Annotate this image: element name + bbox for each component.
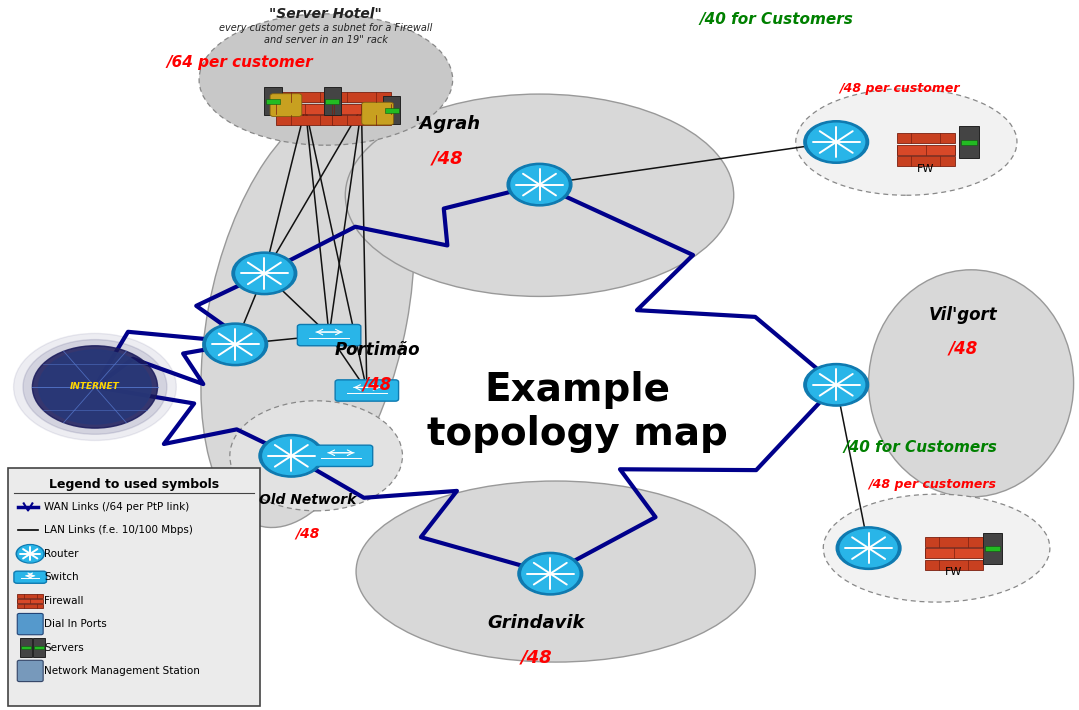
Circle shape xyxy=(18,546,42,562)
Circle shape xyxy=(16,545,44,563)
Text: /48: /48 xyxy=(432,149,464,168)
Ellipse shape xyxy=(345,94,734,297)
Bar xyxy=(17,604,43,608)
Circle shape xyxy=(518,552,583,595)
FancyBboxPatch shape xyxy=(14,571,46,584)
Bar xyxy=(897,145,955,155)
FancyBboxPatch shape xyxy=(361,102,394,125)
Circle shape xyxy=(203,323,268,366)
Bar xyxy=(276,92,334,102)
Bar xyxy=(385,108,398,113)
Circle shape xyxy=(507,163,572,206)
Ellipse shape xyxy=(796,89,1016,195)
Text: /48: /48 xyxy=(296,527,319,541)
Text: "Server Hotel": "Server Hotel" xyxy=(270,7,382,21)
FancyBboxPatch shape xyxy=(336,380,398,401)
FancyBboxPatch shape xyxy=(298,324,360,346)
Bar xyxy=(326,99,339,104)
Bar xyxy=(332,115,391,125)
Text: Example
topology map: Example topology map xyxy=(427,371,727,453)
Circle shape xyxy=(32,346,158,428)
Ellipse shape xyxy=(230,400,402,511)
Text: /48 per customers: /48 per customers xyxy=(869,478,997,491)
Text: and server in an 19" rack: and server in an 19" rack xyxy=(264,35,387,45)
FancyBboxPatch shape xyxy=(310,445,372,466)
Text: Firewall: Firewall xyxy=(44,596,84,606)
FancyBboxPatch shape xyxy=(983,532,1002,564)
Circle shape xyxy=(14,334,176,440)
Text: every customer gets a subnet for a Firewall: every customer gets a subnet for a Firew… xyxy=(219,23,433,33)
Bar xyxy=(961,139,976,145)
Circle shape xyxy=(511,166,568,203)
FancyBboxPatch shape xyxy=(383,96,400,124)
Text: Switch: Switch xyxy=(44,572,79,582)
Circle shape xyxy=(259,435,324,477)
Text: 'Agrah: 'Agrah xyxy=(414,115,481,133)
Bar xyxy=(22,646,30,650)
Bar xyxy=(925,548,983,558)
Circle shape xyxy=(808,124,864,160)
Text: Network Management Station: Network Management Station xyxy=(44,666,200,676)
Circle shape xyxy=(39,350,151,424)
FancyBboxPatch shape xyxy=(17,613,43,635)
FancyBboxPatch shape xyxy=(270,94,302,116)
Text: Portimão: Portimão xyxy=(334,341,421,359)
Bar xyxy=(35,646,43,650)
Circle shape xyxy=(236,255,292,292)
Text: /64 per customer: /64 per customer xyxy=(166,55,313,70)
Bar xyxy=(925,537,983,547)
Circle shape xyxy=(263,437,319,474)
Text: /48: /48 xyxy=(363,375,393,393)
Circle shape xyxy=(804,121,869,163)
Text: Legend to used symbols: Legend to used symbols xyxy=(49,478,219,491)
Text: /40 for Customers: /40 for Customers xyxy=(844,439,998,455)
Text: Old Network: Old Network xyxy=(259,493,356,507)
Text: Servers: Servers xyxy=(44,643,84,652)
FancyBboxPatch shape xyxy=(8,468,260,706)
FancyBboxPatch shape xyxy=(959,126,979,158)
Ellipse shape xyxy=(823,494,1050,602)
Text: Dial In Ports: Dial In Ports xyxy=(44,619,107,629)
Circle shape xyxy=(207,326,263,363)
Bar xyxy=(925,559,983,569)
Bar xyxy=(897,156,955,166)
Text: FW: FW xyxy=(917,164,934,174)
Bar xyxy=(897,133,955,143)
Text: Router: Router xyxy=(44,549,79,559)
Text: INTERNET: INTERNET xyxy=(70,383,120,391)
Ellipse shape xyxy=(199,13,453,145)
Text: /48: /48 xyxy=(520,648,552,667)
Text: /40 for Customers: /40 for Customers xyxy=(699,12,853,28)
FancyBboxPatch shape xyxy=(21,638,31,657)
Bar xyxy=(17,599,43,604)
Bar xyxy=(276,104,334,114)
Text: LAN Links (f.e. 10/100 Mbps): LAN Links (f.e. 10/100 Mbps) xyxy=(44,525,193,535)
FancyBboxPatch shape xyxy=(324,87,341,115)
Circle shape xyxy=(232,252,297,295)
Bar xyxy=(276,115,334,125)
Text: /48 per customer: /48 per customer xyxy=(839,82,960,95)
Text: Grindavik: Grindavik xyxy=(488,614,585,633)
Ellipse shape xyxy=(201,104,414,528)
Ellipse shape xyxy=(869,270,1074,497)
Circle shape xyxy=(23,339,167,435)
FancyBboxPatch shape xyxy=(17,660,43,682)
Bar xyxy=(985,545,1000,551)
Bar xyxy=(332,104,391,114)
Circle shape xyxy=(808,366,864,403)
Bar xyxy=(17,594,43,598)
Text: Vil'gort: Vil'gort xyxy=(929,305,998,324)
Circle shape xyxy=(836,527,901,569)
Ellipse shape xyxy=(356,481,755,662)
Circle shape xyxy=(522,555,578,592)
Bar xyxy=(267,99,279,104)
Bar xyxy=(332,92,391,102)
Circle shape xyxy=(841,530,897,567)
FancyBboxPatch shape xyxy=(33,638,44,657)
Text: FW: FW xyxy=(945,567,962,577)
FancyBboxPatch shape xyxy=(264,87,282,115)
Text: WAN Links (/64 per PtP link): WAN Links (/64 per PtP link) xyxy=(44,502,190,512)
Circle shape xyxy=(804,364,869,406)
Text: /48: /48 xyxy=(948,339,979,358)
